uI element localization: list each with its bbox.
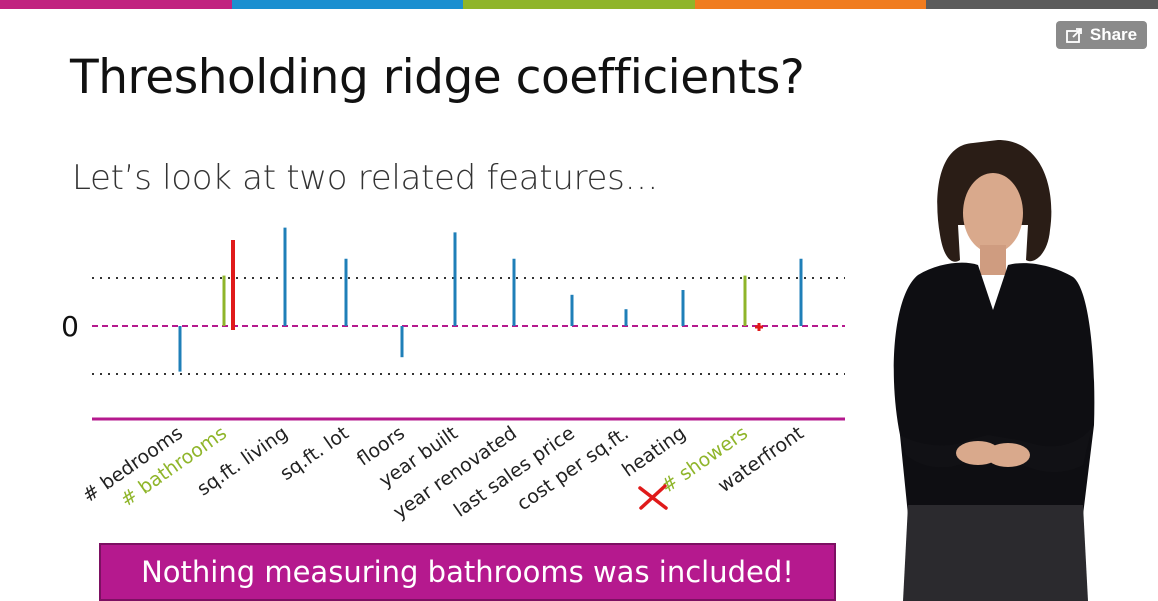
share-button-label: Share — [1089, 25, 1138, 44]
top-bar-segment — [231, 0, 464, 9]
presenter-figure — [893, 140, 1095, 601]
annotation-red-x — [638, 484, 668, 510]
share-icon — [1065, 28, 1082, 43]
top-bar-segment — [694, 0, 927, 9]
slide-title: Thresholding ridge coefficients? — [70, 50, 805, 105]
slide-subtitle: Let’s look at two related features… — [72, 158, 659, 198]
zero-label: 0 — [61, 310, 79, 343]
annotation-red-mark — [755, 323, 763, 331]
tick-label: sq.ft. lot — [276, 422, 353, 485]
top-color-bar — [0, 0, 1158, 9]
top-bar-segment — [926, 0, 1158, 9]
top-bar-segment — [463, 0, 695, 9]
share-button[interactable]: Share — [1056, 21, 1147, 49]
caption-banner: Nothing measuring bathrooms was included… — [99, 543, 836, 601]
top-bar-segment — [0, 0, 232, 9]
